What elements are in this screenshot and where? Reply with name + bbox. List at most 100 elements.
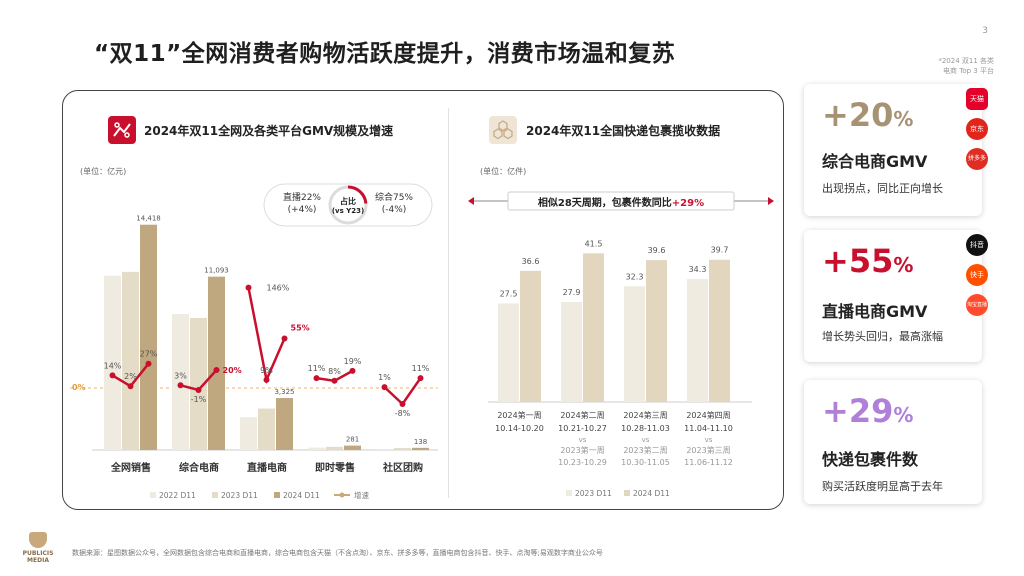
parcel-legend-swatch bbox=[624, 490, 630, 496]
gmv-bar-4-2 bbox=[412, 447, 429, 450]
parcel-chart-icon bbox=[489, 116, 517, 144]
growth-label: 19% bbox=[344, 357, 362, 366]
growth-point bbox=[281, 335, 288, 342]
zero-growth-label: 0% bbox=[72, 383, 86, 392]
parcel-legend-label: 2023 D11 bbox=[575, 489, 612, 498]
gmv-category-label: 综合电商 bbox=[179, 461, 219, 474]
parcel-bar-value-label: 27.5 bbox=[500, 289, 518, 298]
callout-arrow-left-icon bbox=[468, 197, 474, 205]
growth-label: 146% bbox=[267, 284, 290, 293]
parcel-bar-value-label: 27.9 bbox=[563, 288, 581, 297]
parcel-compare-week: 2023第一周 bbox=[560, 445, 604, 455]
parcel-callout: 相似28天周期，包裹件数同比+29% bbox=[468, 191, 774, 211]
stat-live-number: +55 bbox=[822, 242, 894, 280]
top-note: *2024 双11 各类 电商 Top 3 平台 bbox=[938, 56, 994, 76]
callout-box-frame bbox=[507, 191, 735, 211]
parcel-bar-value-label: 39.6 bbox=[648, 246, 666, 255]
kuaishou-logo-icon: 快手 bbox=[966, 264, 988, 286]
share-ring-live-arc bbox=[347, 185, 368, 204]
parcel-bar-value-label: 36.6 bbox=[522, 257, 540, 266]
gmv-legend-label: 2022 D11 bbox=[159, 491, 196, 500]
parcel-bar-value-label: 39.7 bbox=[711, 246, 729, 255]
parcel-compare-dates: 11.06-11.12 bbox=[684, 458, 733, 467]
gmv-legend-label: 2023 D11 bbox=[221, 491, 258, 500]
parcel-unit-label: (单位：亿件) bbox=[480, 167, 527, 176]
gmv-bar-2-1 bbox=[258, 408, 275, 450]
parcel-compare-dates: 10.23-10.29 bbox=[558, 458, 607, 467]
publicis-lion-icon bbox=[29, 532, 47, 548]
share-center-sub: (vs Y23) bbox=[332, 207, 364, 215]
gmv-bar-3-2 bbox=[344, 445, 361, 450]
parcel-vs-label: vs bbox=[705, 436, 713, 444]
growth-label: 20% bbox=[223, 366, 242, 375]
stat-parcel-label: 快递包裹件数 bbox=[822, 450, 919, 469]
growth-point bbox=[213, 367, 220, 373]
panel-divider bbox=[448, 108, 449, 498]
gmv-legend-swatch bbox=[212, 492, 218, 498]
callout-arrow-right-icon bbox=[768, 197, 774, 205]
stat-parcel-desc: 购买活跃度明显高于去年 bbox=[822, 480, 943, 493]
parcel-compare-week: 2023第三周 bbox=[686, 445, 730, 455]
growth-point bbox=[195, 387, 202, 393]
share-center-label: 占比 bbox=[340, 196, 356, 206]
parcel-bar-1-0 bbox=[561, 302, 582, 402]
gmv-bar-value-label: 3,325 bbox=[274, 388, 294, 396]
parcel-legend-label: 2024 D11 bbox=[633, 489, 670, 498]
callout-text: 相似28天周期，包裹件数同比+29% bbox=[468, 194, 774, 209]
gmv-bar-1-2 bbox=[208, 276, 225, 450]
stat-card-live: +55% 直播电商GMV 增长势头回归，最高涨幅 抖音 快手 淘宝直播 bbox=[804, 230, 988, 362]
growth-point bbox=[313, 375, 320, 382]
gmv-bar-0-2 bbox=[140, 224, 157, 450]
gmv-bar-2-2 bbox=[276, 398, 293, 450]
gmv-bar-2-0 bbox=[240, 417, 257, 450]
growth-point bbox=[109, 372, 116, 379]
tmall-logo-icon: 天猫 bbox=[966, 88, 988, 110]
stat-general-desc: 出现拐点，同比正向增长 bbox=[822, 182, 943, 195]
callout-prefix: 相似28天周期，包裹件数同比 bbox=[537, 198, 672, 209]
growth-point bbox=[127, 383, 134, 390]
douyin-logo-icon: 抖音 bbox=[966, 234, 988, 256]
growth-point bbox=[177, 382, 184, 389]
parcel-week-label: 2024第二周 bbox=[560, 410, 604, 420]
parcel-bar-0-0 bbox=[498, 303, 519, 402]
growth-point bbox=[145, 360, 152, 367]
stat-general-number: +20 bbox=[822, 96, 894, 134]
growth-label: 9% bbox=[260, 366, 273, 375]
gmv-bar-value-label: 11,093 bbox=[204, 267, 229, 275]
page-title: “双11”全网消费者购物活跃度提升，消费市场温和复苏 bbox=[94, 41, 676, 67]
growth-label: 27% bbox=[140, 350, 158, 359]
growth-label: -8% bbox=[395, 409, 411, 418]
stat-parcel-number: +29 bbox=[822, 392, 894, 430]
parcel-chart-title: 2024年双11全国快递包裹揽收数据 bbox=[526, 124, 721, 138]
gmv-bar-0-1 bbox=[122, 271, 139, 450]
parcel-bar-2-1 bbox=[646, 260, 667, 402]
gmv-unit-label: (单位：亿元) bbox=[80, 167, 127, 176]
parcel-bar-3-0 bbox=[687, 279, 708, 402]
publicis-media-logo: PUBLICIS MEDIA bbox=[18, 532, 58, 564]
growth-point bbox=[245, 284, 252, 291]
gmv-bar-3-0 bbox=[308, 447, 325, 450]
gmv-bar-4-1 bbox=[394, 448, 411, 450]
data-source-note: 数据来源：星图数据公众号，全网数据包含综合电商和直播电商，综合电商包含天猫（不含… bbox=[72, 549, 603, 557]
growth-point bbox=[263, 376, 270, 383]
parcel-bar-0-1 bbox=[520, 270, 541, 402]
stat-general-value: +20% bbox=[822, 96, 913, 134]
top-note-line1: *2024 双11 各类 bbox=[938, 57, 994, 65]
gmv-bar-1-0 bbox=[172, 314, 189, 450]
gmv-legend-swatch bbox=[150, 492, 156, 498]
growth-label: 8% bbox=[328, 367, 341, 376]
gmv-category-label: 直播电商 bbox=[247, 461, 287, 474]
parcel-compare-week: 2023第二周 bbox=[623, 445, 667, 455]
parcel-vs-label: vs bbox=[642, 436, 650, 444]
jd-logo-icon: 京东 bbox=[966, 118, 988, 140]
share-general-change: (-4%) bbox=[382, 205, 407, 215]
share-live-label: 直播22% bbox=[283, 191, 321, 203]
logo-line2: MEDIA bbox=[27, 557, 49, 564]
gmv-chart-icon bbox=[108, 116, 136, 144]
gmv-bar-1-1 bbox=[190, 317, 207, 450]
pdd-logo-icon: 拼多多 bbox=[966, 148, 988, 170]
stat-parcel-unit: % bbox=[893, 403, 914, 427]
gmv-bar-4-0 bbox=[376, 449, 393, 450]
gmv-bar-0-0 bbox=[104, 275, 121, 450]
